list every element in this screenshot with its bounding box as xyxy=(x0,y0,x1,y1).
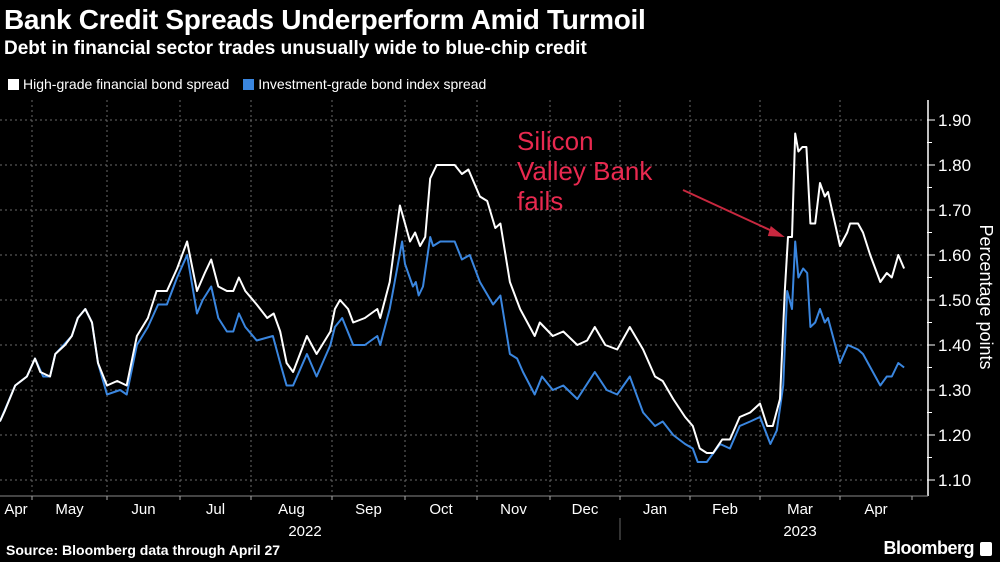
y-tick-label: 1.20 xyxy=(938,426,971,445)
chart-title: Bank Credit Spreads Underperform Amid Tu… xyxy=(4,4,646,35)
x-tick-label: Aug xyxy=(278,501,305,518)
x-tick-label: Jul xyxy=(206,501,225,518)
legend-swatch-white xyxy=(8,78,19,90)
y-tick-label: 1.60 xyxy=(938,246,971,265)
x-tick-label: Dec xyxy=(572,501,599,518)
legend: High-grade financial bond spread Investm… xyxy=(8,76,486,92)
x-tick-label: Sep xyxy=(355,501,382,518)
y-tick-label: 1.90 xyxy=(938,111,971,130)
annotation-arrow xyxy=(682,189,782,236)
y-tick-label: 1.40 xyxy=(938,336,971,355)
legend-item-index: Investment-grade bond index spread xyxy=(243,76,486,92)
y-tick-label: 1.10 xyxy=(938,471,971,490)
x-tick-label: Jun xyxy=(131,501,155,518)
chart-subtitle: Debt in financial sector trades unusuall… xyxy=(4,38,587,59)
year-label-2023: 2023 xyxy=(783,523,816,540)
source-note: Source: Bloomberg data through April 27 xyxy=(6,542,281,558)
arrow-head-icon xyxy=(767,226,785,237)
y-tick-label: 1.80 xyxy=(938,156,971,175)
x-tick-label: Jan xyxy=(643,501,667,518)
x-tick-label: Apr xyxy=(4,501,27,518)
legend-swatch-blue xyxy=(243,78,255,90)
x-tick-label: Nov xyxy=(500,501,527,518)
y-tick-label: 1.70 xyxy=(938,201,971,220)
y-tick-label: 1.30 xyxy=(938,381,971,400)
y-tick-label: 1.50 xyxy=(938,291,971,310)
legend-item-financial: High-grade financial bond spread xyxy=(8,76,229,92)
y-axis-label: Percentage points xyxy=(976,224,996,369)
brand-logo: Bloomberg xyxy=(883,538,974,558)
series-line-financial xyxy=(0,132,906,454)
x-tick-label: Oct xyxy=(429,501,453,518)
x-tick-label: Mar xyxy=(787,501,813,518)
annotation-text: fails xyxy=(517,186,563,216)
x-tick-label: Feb xyxy=(712,501,738,518)
annotation-text: Silicon xyxy=(517,126,594,156)
series-line-index xyxy=(0,236,905,463)
legend-label: High-grade financial bond spread xyxy=(23,76,230,92)
x-tick-label: May xyxy=(55,501,84,518)
bloomberg-icon xyxy=(980,542,992,556)
annotation-text: Valley Bank xyxy=(517,156,653,186)
year-label-2022: 2022 xyxy=(288,523,321,540)
x-tick-label: Apr xyxy=(864,501,887,518)
legend-label: Investment-grade bond index spread xyxy=(258,76,487,92)
